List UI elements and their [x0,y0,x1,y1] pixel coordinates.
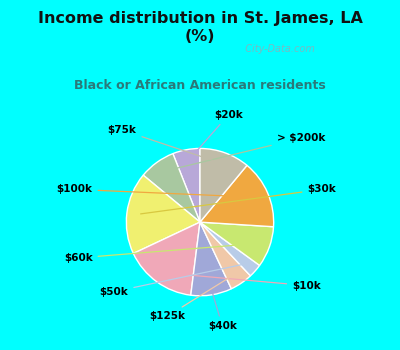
Wedge shape [191,222,231,296]
Text: City-Data.com: City-Data.com [240,44,315,54]
Wedge shape [143,154,200,222]
Text: Income distribution in St. James, LA
(%): Income distribution in St. James, LA (%) [38,10,362,44]
Wedge shape [200,222,274,265]
Text: $100k: $100k [56,184,255,197]
Wedge shape [173,148,200,222]
Text: $20k: $20k [190,110,243,159]
Text: $10k: $10k [166,273,321,290]
Text: $30k: $30k [141,184,336,214]
Wedge shape [126,175,200,253]
Text: > $200k: > $200k [166,133,325,171]
Text: $75k: $75k [108,125,218,162]
Wedge shape [133,222,200,295]
Wedge shape [200,148,247,222]
Text: Black or African American residents: Black or African American residents [74,79,326,92]
Text: $60k: $60k [64,244,256,263]
Wedge shape [200,222,250,289]
Text: $40k: $40k [208,287,237,331]
Text: $50k: $50k [100,264,244,297]
Text: $125k: $125k [149,275,233,321]
Wedge shape [200,165,274,227]
Wedge shape [200,222,260,276]
